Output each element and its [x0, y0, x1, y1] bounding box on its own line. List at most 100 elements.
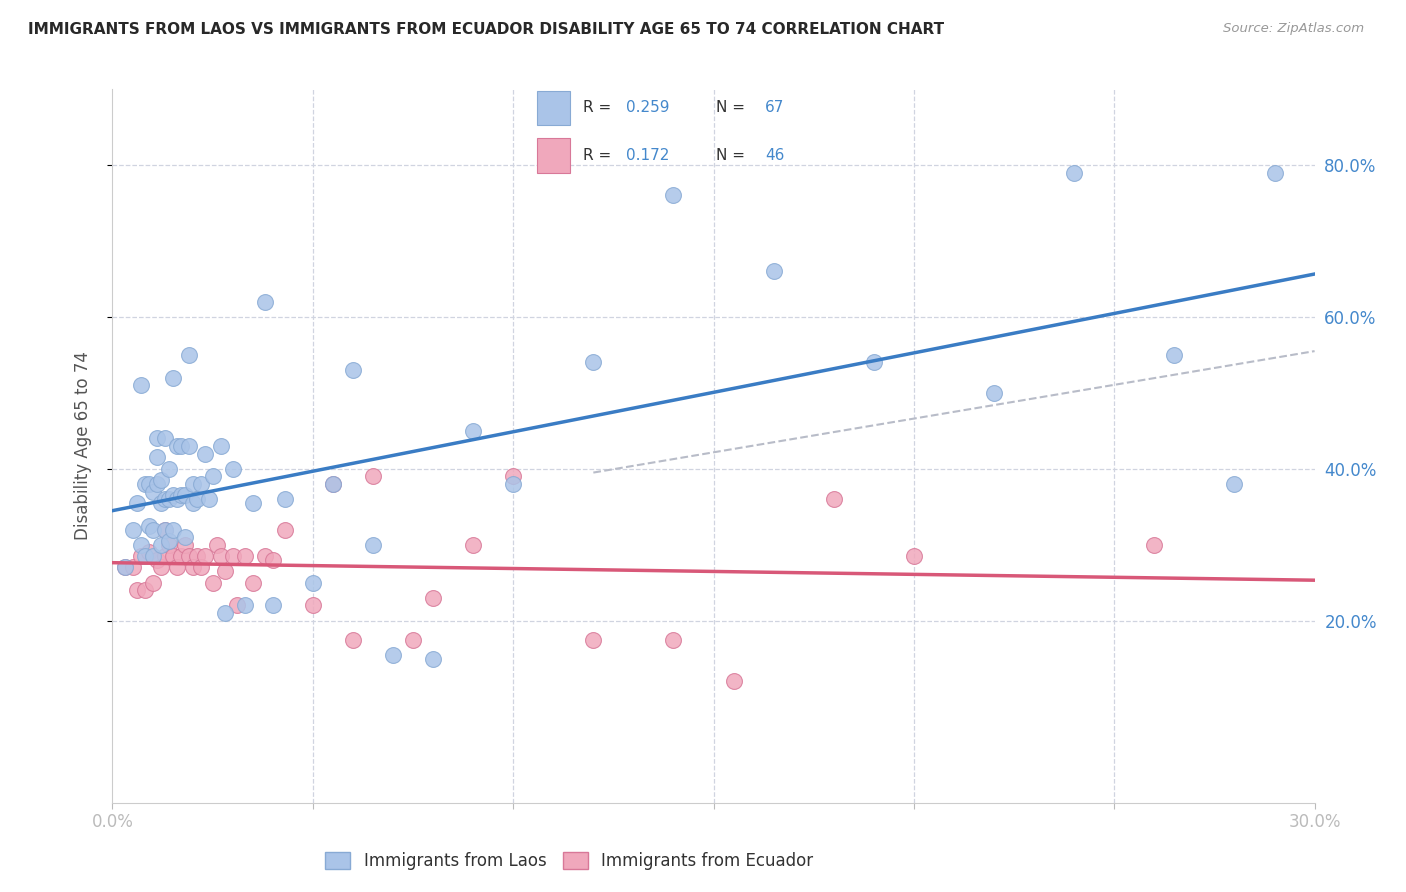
Point [1143, 538, 1166, 552]
Point [422, 651, 444, 665]
Point [209, 439, 232, 453]
Point [141, 523, 163, 537]
Point [145, 553, 167, 567]
Point [402, 632, 425, 647]
Point [222, 462, 245, 476]
Point [145, 431, 167, 445]
Text: 0.172: 0.172 [627, 148, 669, 162]
Point [190, 560, 212, 574]
Point [194, 447, 217, 461]
Point [582, 355, 605, 369]
Point [863, 355, 886, 369]
Point [157, 462, 180, 476]
Point [903, 549, 925, 563]
Point [361, 469, 384, 483]
Point [153, 492, 176, 507]
Point [125, 496, 148, 510]
Point [342, 363, 364, 377]
Point [166, 439, 188, 453]
Point [141, 575, 163, 590]
Point [201, 469, 224, 483]
Point [302, 599, 325, 613]
Point [194, 549, 217, 563]
Point [129, 538, 152, 552]
Point [129, 549, 152, 563]
Point [322, 477, 344, 491]
Point [125, 583, 148, 598]
Point [209, 549, 232, 563]
Point [149, 538, 172, 552]
Point [582, 632, 605, 647]
Point [177, 348, 200, 362]
Point [201, 575, 224, 590]
Point [173, 530, 195, 544]
Point [169, 439, 191, 453]
Bar [537, 91, 571, 126]
Point [181, 560, 204, 574]
Point [121, 523, 143, 537]
Point [1223, 477, 1246, 491]
Text: 0.259: 0.259 [627, 101, 669, 115]
Point [823, 492, 845, 507]
Point [461, 538, 484, 552]
Point [222, 549, 245, 563]
Point [274, 492, 297, 507]
Point [242, 575, 264, 590]
Point [1264, 166, 1286, 180]
Point [153, 523, 176, 537]
Point [233, 549, 256, 563]
Point [149, 473, 172, 487]
Point [162, 549, 184, 563]
Point [190, 477, 212, 491]
Point [149, 496, 172, 510]
Point [149, 560, 172, 574]
Point [186, 549, 208, 563]
Point [138, 518, 160, 533]
Point [138, 477, 160, 491]
Point [502, 469, 524, 483]
Point [422, 591, 444, 605]
Point [121, 560, 143, 574]
Point [114, 560, 136, 574]
Point [169, 488, 191, 502]
Point [233, 599, 256, 613]
Text: R =: R = [583, 148, 617, 162]
Point [253, 549, 276, 563]
Point [153, 523, 176, 537]
Text: 46: 46 [765, 148, 785, 162]
Bar [537, 137, 571, 173]
Text: 67: 67 [765, 101, 785, 115]
Point [166, 492, 188, 507]
Point [141, 484, 163, 499]
Point [153, 549, 176, 563]
Point [242, 496, 264, 510]
Point [1163, 348, 1185, 362]
Point [153, 431, 176, 445]
Point [382, 648, 405, 662]
Point [253, 294, 276, 309]
Point [129, 378, 152, 392]
Legend: Immigrants from Laos, Immigrants from Ecuador: Immigrants from Laos, Immigrants from Ec… [319, 845, 820, 877]
Point [662, 188, 685, 202]
Point [361, 538, 384, 552]
Point [461, 424, 484, 438]
Point [262, 553, 284, 567]
Point [173, 488, 195, 502]
Point [342, 632, 364, 647]
Point [225, 599, 247, 613]
Point [302, 575, 325, 590]
Point [162, 523, 184, 537]
Point [181, 477, 204, 491]
Point [502, 477, 524, 491]
Text: IMMIGRANTS FROM LAOS VS IMMIGRANTS FROM ECUADOR DISABILITY AGE 65 TO 74 CORRELAT: IMMIGRANTS FROM LAOS VS IMMIGRANTS FROM … [28, 22, 945, 37]
Point [177, 439, 200, 453]
Text: R =: R = [583, 101, 617, 115]
Point [162, 488, 184, 502]
Y-axis label: Disability Age 65 to 74: Disability Age 65 to 74 [73, 351, 91, 541]
Point [214, 564, 236, 578]
Point [157, 492, 180, 507]
Point [274, 523, 297, 537]
Point [262, 599, 284, 613]
Point [1063, 166, 1085, 180]
Point [186, 492, 208, 507]
